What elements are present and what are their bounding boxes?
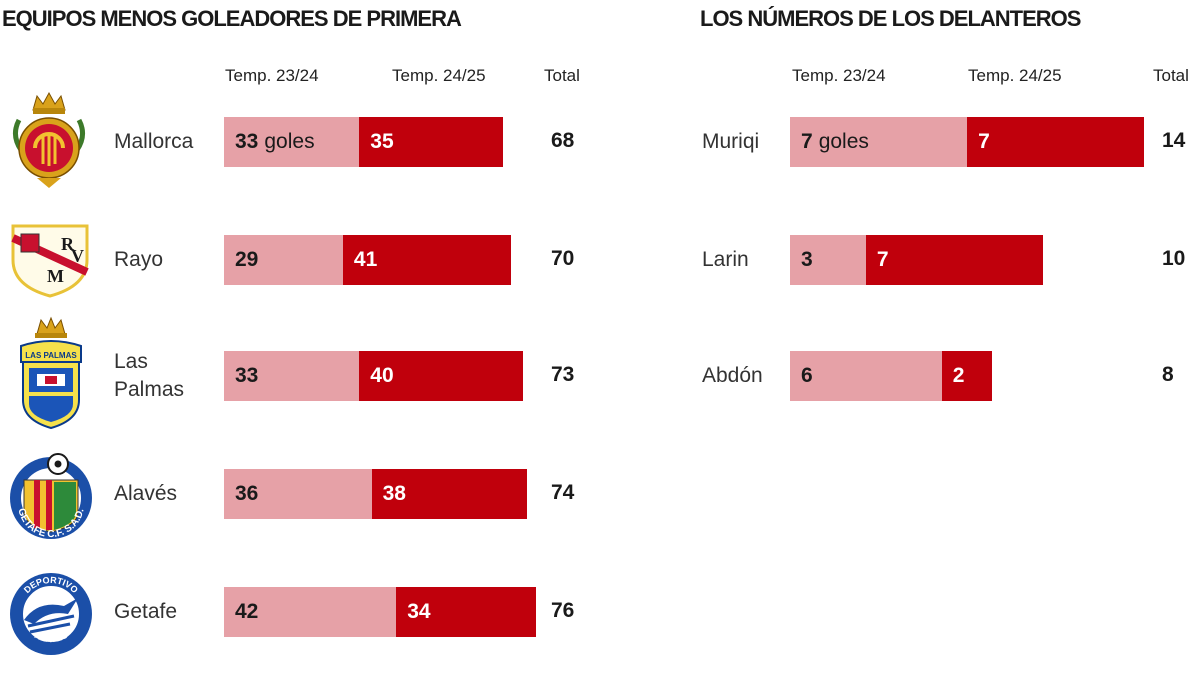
bar-value-label: 6 [801,364,813,387]
total-alaves: 74 [551,481,575,504]
total-muriqi: 14 [1162,129,1186,152]
svg-text:LAS PALMAS: LAS PALMAS [25,351,77,360]
total-las-palmas: 73 [551,363,575,386]
total-mallorca: 68 [551,129,575,152]
row-label-muriqi: Muriqi [702,130,760,153]
bar-alaves-season-2425: 38 [371,469,528,519]
bar-value-label: 7 [876,248,889,271]
bar-abdon-season-2324: 6 [790,351,942,401]
row-label-alaves: Alavés [114,482,178,505]
row-label-mallorca: Mallorca [114,130,194,153]
bar-alaves-season-2324: 36 [224,469,372,519]
bar-value-label: 33 [235,130,259,153]
column-header-season-2324: Temp. 23/24 [792,66,886,85]
svg-text:V: V [71,246,84,266]
bar-muriqi-season-2425: 7 [967,117,1145,167]
unit-label: goles [264,130,315,153]
column-header-season-2324: Temp. 23/24 [225,66,319,85]
bar-abdon-season-2425: 2 [941,351,993,401]
row-label-larin: Larin [702,248,749,271]
mallorca-crest-icon [13,91,85,188]
column-header-total: Total [1153,66,1189,85]
bar-larin-season-2324: 3 [790,235,866,285]
bar-muriqi-season-2324: 7 goles [790,117,968,167]
getafe-crest-icon: GETAFE C.F. S.A.D. [10,453,92,540]
bar-value-label: 38 [382,482,406,505]
bar-value-label: 3 [801,248,813,271]
bar-mallorca-season-2324: 33 goles [224,117,360,167]
bar-value-label: 2 [952,364,965,387]
total-larin: 10 [1162,247,1186,270]
row-label-getafe: Getafe [114,600,178,623]
bar-las-palmas-season-2425: 40 [359,351,524,401]
bar-value-label: 7 [978,130,990,153]
bar-value-label: 35 [370,130,394,153]
bar-getafe-season-2324: 42 [224,587,397,637]
bar-getafe-season-2425: 34 [396,587,536,637]
chart-title-teams: EQUIPOS MENOS GOLEADORES DE PRIMERA [2,6,462,31]
total-rayo: 70 [551,247,575,270]
bar-rayo-season-2324: 29 [224,235,343,285]
bar-rayo-season-2425: 41 [342,235,511,285]
bar-value-label: 34 [407,600,431,623]
bar-value-label: 7 [801,130,813,153]
bar-value-label: 40 [370,364,394,387]
bar-mallorca-season-2425: 35 [359,117,503,167]
bar-value-label: 42 [235,600,259,623]
total-abdon: 8 [1162,363,1174,386]
las-palmas-crest-icon: LAS PALMAS [20,316,82,430]
bar-value-label: 29 [235,248,259,271]
svg-text:M: M [47,266,64,286]
bar-larin-season-2425: 7 [865,235,1043,285]
total-getafe: 76 [551,599,575,622]
row-label-rayo: Rayo [114,248,164,271]
bar-value-label: 33 [235,364,259,387]
bar-value-label: 36 [235,482,259,505]
row-label-las-palmas: Las Palmas [114,350,185,401]
alaves-crest-icon: DEPORTIVO ALAVÉS [10,573,92,655]
column-header-season-2425: Temp. 24/25 [392,66,486,85]
row-label-abdon: Abdón [702,364,763,387]
svg-text:ALAVÉS: ALAVÉS [33,630,69,644]
column-header-total: Total [544,66,580,85]
chart-title-forwards: LOS NÚMEROS DE LOS DELANTEROS [700,6,1081,31]
rayo-crest-icon: R V M [11,224,89,298]
unit-label: goles [818,130,869,153]
bar-value-label: 41 [353,248,378,271]
bar-las-palmas-season-2324: 33 [224,351,360,401]
svg-text:R: R [61,234,75,254]
column-header-season-2425: Temp. 24/25 [968,66,1062,85]
